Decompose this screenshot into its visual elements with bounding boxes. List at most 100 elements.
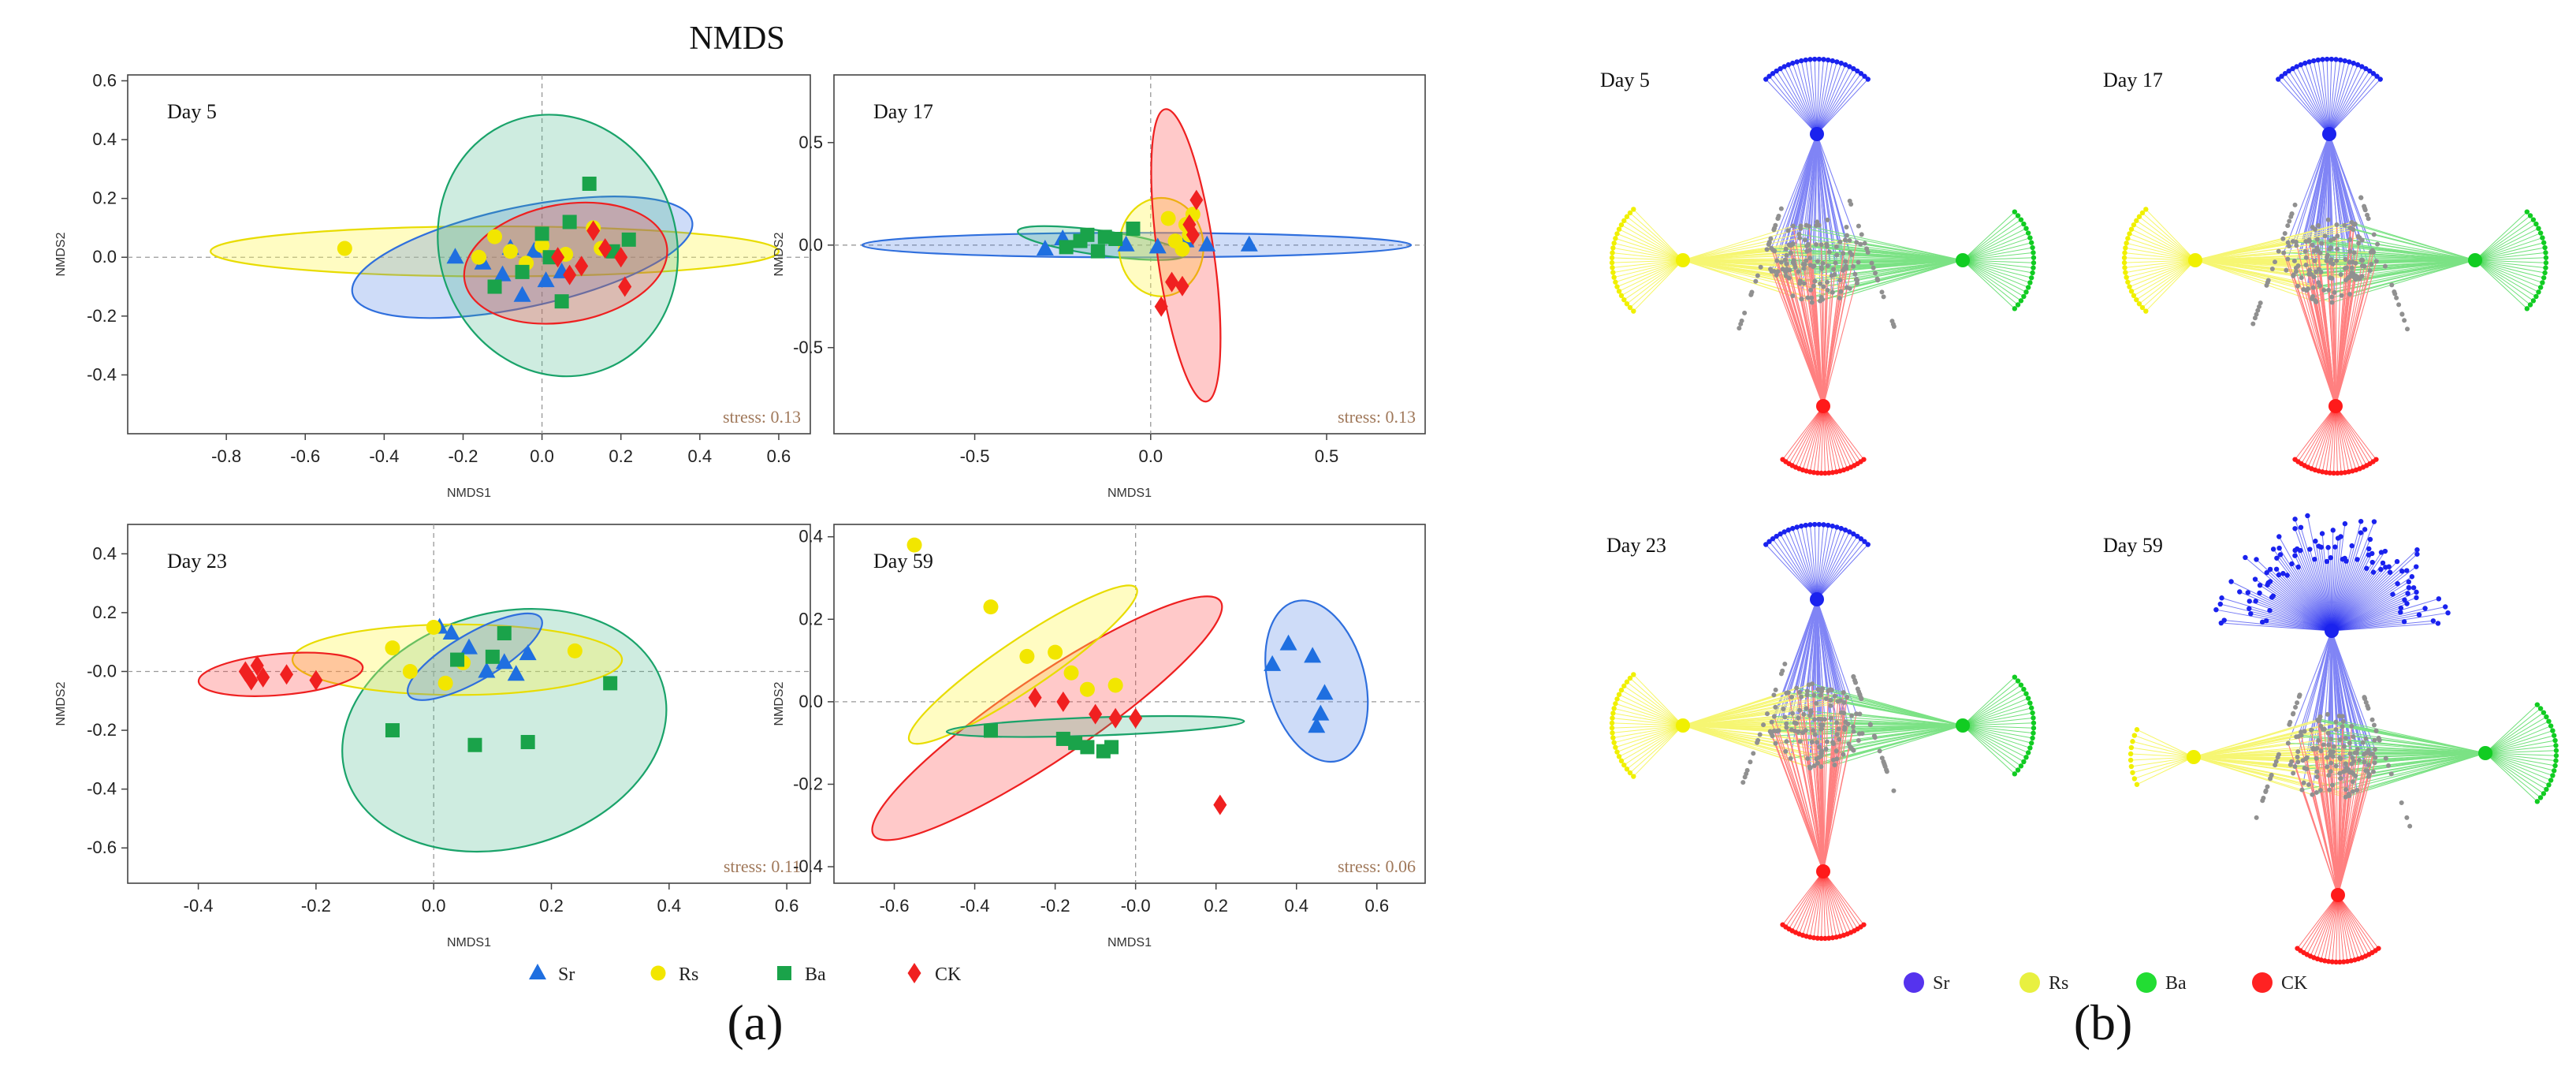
point-sr: [1264, 655, 1282, 671]
x-tick-label: -0.6: [290, 446, 320, 466]
point-rs: [471, 249, 487, 265]
hub-sr: [1810, 592, 1824, 606]
x-tick-label: -0.4: [960, 896, 990, 916]
x-axis-label: NMDS1: [447, 936, 491, 949]
hub-ck: [1816, 864, 1830, 878]
x-tick-label: 0.4: [688, 446, 713, 466]
x-tick-label: 0.0: [530, 446, 554, 466]
nmds-panel-3: -0.4 -0.2 0.0 0.2 0.4 0.6 -0.6 -0.4 -0.2 -0.0 0.2 0…: [54, 524, 811, 949]
y-tick-label: 0.5: [798, 132, 823, 152]
ellipse-rs: [907, 584, 1138, 745]
hub-sr: [2322, 127, 2336, 141]
point-rs: [426, 620, 441, 636]
point-ba: [515, 264, 530, 279]
point-ck: [1129, 707, 1143, 729]
y-tick-label: 0.4: [92, 543, 117, 563]
x-tick-label: 0.2: [609, 446, 633, 466]
panel-b-label: (b): [2074, 994, 2133, 1050]
point-ba: [582, 176, 597, 191]
point-ba: [450, 652, 465, 667]
legend-b-label-ck: CK: [2281, 973, 2308, 994]
shared-nodes: [1737, 198, 1897, 331]
legend-item-rs: Rs: [650, 964, 698, 985]
x-tick-label: 0.2: [1204, 896, 1228, 916]
plot-area: [128, 75, 810, 434]
network-day-title: Day 23: [1606, 534, 1666, 557]
point-ba: [1080, 740, 1095, 755]
y-tick-label: 0.6: [92, 70, 117, 90]
x-axis-label: NMDS1: [1107, 487, 1152, 500]
hub-ba: [2478, 746, 2492, 760]
fan-ba: [2478, 702, 2559, 804]
point-ba: [1068, 736, 1083, 751]
point-sr: [1279, 634, 1297, 651]
point-sr: [495, 653, 513, 670]
stress-label: stress: 0.11: [724, 856, 801, 876]
nmds-title: NMDS: [689, 21, 784, 57]
fan-ba: [1956, 209, 2037, 311]
x-tick-label: 0.4: [657, 896, 682, 916]
legend-marker-rs: [650, 965, 666, 981]
point-ck: [598, 238, 612, 259]
panel-day-title: Day 5: [167, 100, 217, 123]
point-ck: [1108, 707, 1122, 729]
hub-ba: [2468, 253, 2482, 267]
point-sr: [1198, 235, 1216, 252]
x-tick-label: -0.5: [960, 446, 990, 466]
hub-rs: [2188, 253, 2202, 267]
y-tick-label: -0.6: [87, 837, 117, 857]
point-ck: [1213, 794, 1227, 815]
legend-b-item-ck: CK: [2252, 972, 2308, 994]
network-4: Day 59: [2103, 513, 2559, 965]
point-sr: [1316, 684, 1334, 700]
stress-label: stress: 0.13: [723, 407, 801, 427]
nmds-panel-1: -0.8 -0.6 -0.4 -0.2 0.0 0.2 0.4 0.6 -0.4 -0.2 0.0 0…: [54, 70, 811, 500]
fan-sr: [2213, 513, 2451, 638]
legend-marker-sr: [529, 964, 546, 979]
x-tick-label: -0.2: [1040, 896, 1070, 916]
point-ck: [618, 276, 632, 297]
y-axis-label: NMDS2: [772, 232, 786, 276]
point-ba: [562, 214, 577, 229]
legend-marker-ck: [907, 963, 921, 983]
x-tick-label: -0.0: [1121, 896, 1151, 916]
point-sr: [446, 248, 464, 264]
x-tick-label: 0.2: [539, 896, 564, 916]
y-tick-label: -0.4: [87, 779, 117, 799]
x-tick-label: -0.4: [369, 446, 399, 466]
shared-nodes: [2254, 692, 2413, 829]
point-sr: [1036, 240, 1054, 256]
y-tick-label: 0.0: [92, 247, 117, 267]
point-rs: [906, 537, 922, 553]
nmds-panel-2: -0.5 0.0 0.5 -0.5 0.0 0.5 Day 17 stress: 0.13 NM…: [772, 74, 1426, 500]
legend-marker-ba: [777, 966, 791, 980]
point-sr: [1308, 717, 1326, 733]
x-tick-label: -0.2: [301, 896, 331, 916]
point-rs: [437, 675, 453, 691]
legend-b-marker-ck: [2252, 972, 2273, 993]
hub-rs: [1676, 253, 1690, 267]
legend-label-rs: Rs: [679, 964, 698, 985]
network-day-title: Day 5: [1600, 69, 1650, 91]
nmds-panel-4: -0.6 -0.4 -0.2 -0.0 0.2 0.4 0.6 -0.4 -0.2 0.0 0.2 0…: [772, 524, 1426, 949]
hub-ck: [2331, 888, 2345, 902]
y-tick-label: 0.2: [798, 609, 823, 629]
point-ck: [1028, 687, 1042, 708]
hub-ba: [1956, 253, 1970, 267]
x-tick-label: 0.6: [767, 446, 791, 466]
panel-day-title: Day 23: [167, 550, 227, 573]
x-tick-label: 0.6: [775, 896, 799, 916]
point-rs: [385, 640, 400, 656]
point-rs: [1107, 677, 1123, 693]
y-tick-label: -0.5: [793, 338, 823, 357]
point-ba: [1059, 240, 1074, 255]
stress-label: stress: 0.06: [1338, 856, 1416, 876]
point-sr: [478, 662, 496, 678]
fan-sr: [2276, 56, 2383, 141]
legend-b: Sr Rs Ba CK: [1904, 972, 2308, 994]
fan-sr: [1763, 56, 1871, 141]
point-sr: [1312, 704, 1330, 721]
x-axis-label: NMDS1: [1107, 936, 1152, 949]
network-edges: [2194, 133, 2476, 407]
point-rs: [1048, 644, 1063, 660]
